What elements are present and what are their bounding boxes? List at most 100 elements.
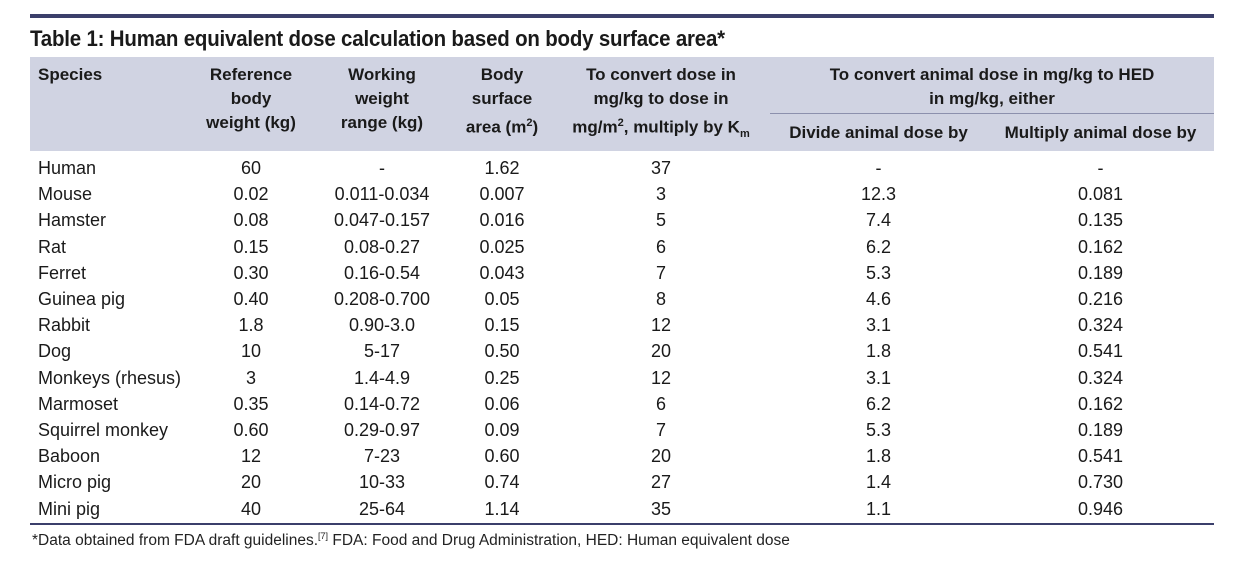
table-row: Rat 0.15 0.08-0.27 0.025 6 6.2 0.162 bbox=[30, 234, 1214, 260]
cell-km: 27 bbox=[650, 472, 672, 493]
bottom-rule bbox=[30, 522, 1214, 525]
table-row: Rabbit 1.8 0.90-3.0 0.15 12 3.1 0.324 bbox=[30, 312, 1214, 338]
cell-body-surface-area: 0.74 bbox=[484, 472, 520, 493]
table-row: Hamster 0.08 0.047-0.157 0.016 5 7.4 0.135 bbox=[30, 207, 1214, 233]
cell-divide: 3.1 bbox=[865, 315, 892, 336]
cell-divide: 5.3 bbox=[865, 419, 892, 440]
cell-reference-weight: 0.40 bbox=[233, 289, 269, 310]
table-row: Dog 10 5-17 0.50 20 1.8 0.541 bbox=[30, 338, 1214, 364]
cell-divide: 1.8 bbox=[865, 446, 892, 467]
cell-km: 5 bbox=[655, 210, 666, 231]
cell-km: 20 bbox=[650, 341, 672, 362]
cell-km: 6 bbox=[655, 393, 666, 414]
cell-working-range: 0.14-0.72 bbox=[343, 393, 421, 414]
cell-working-range: 0.047-0.157 bbox=[333, 210, 431, 231]
top-rule bbox=[30, 14, 1214, 18]
cell-species: Monkeys (rhesus) bbox=[38, 367, 182, 388]
table-body: Human 60 - 1.62 3 7 - - Mouse 0.02 0.011-0.034 0.00… bbox=[30, 151, 1214, 522]
cell-reference-weight: 60 bbox=[240, 158, 262, 179]
table-row: Mini pig 40 25-64 1.14 35 1.1 0.946 bbox=[30, 495, 1214, 521]
cell-reference-weight: 0.60 bbox=[233, 419, 269, 440]
table-row: Human 60 - 1.62 37 - - bbox=[30, 151, 1214, 181]
cell-species: Squirrel monkey bbox=[38, 419, 169, 440]
cell-working-range: 25-64 bbox=[358, 498, 406, 519]
cell-km: 3 bbox=[655, 184, 666, 205]
cell-multiply: - bbox=[1097, 158, 1104, 179]
cell-species: Mouse bbox=[38, 184, 93, 205]
cell-body-surface-area: 0.09 bbox=[484, 419, 520, 440]
table-title: Table 1: Human equivalent dose calculati… bbox=[30, 26, 725, 51]
cell-reference-weight: 10 bbox=[240, 341, 262, 362]
cell-reference-weight: 1.8 bbox=[238, 315, 264, 336]
cell-working-range: - bbox=[379, 158, 385, 179]
cell-reference-weight: 3 bbox=[245, 367, 256, 388]
table-row: Monkeys (rhesus) 3 1.4-4.9 0.25 12 3.1 0.324 bbox=[30, 365, 1214, 391]
cell-reference-weight: 40 bbox=[240, 498, 262, 519]
cell-reference-weight: 0.35 bbox=[233, 393, 269, 414]
cell-species: Ferret bbox=[38, 262, 87, 283]
cell-multiply: 0.541 bbox=[1077, 446, 1124, 467]
cell-divide: 12.3 bbox=[860, 184, 897, 205]
cell-km: 6 bbox=[655, 236, 666, 257]
cell-divide: - bbox=[875, 158, 882, 179]
table-row: Baboon 12 7-23 0.60 20 1.8 0.541 bbox=[30, 443, 1214, 469]
table-row: Ferret 0.30 0.16-0.54 0.043 7 5.3 0.189 bbox=[30, 260, 1214, 286]
cell-divide: 1.1 bbox=[865, 498, 892, 519]
cell-multiply: 0.324 bbox=[1077, 315, 1124, 336]
cell-divide: 4.6 bbox=[865, 289, 892, 310]
cell-body-surface-area: 0.043 bbox=[479, 262, 525, 283]
cell-working-range: 0.208-0.700 bbox=[333, 289, 431, 310]
cell-working-range: 10-33 bbox=[358, 472, 406, 493]
cell-working-range: 1.4-4.9 bbox=[353, 367, 411, 388]
cell-species: Rat bbox=[38, 236, 67, 257]
cell-km: 35 bbox=[650, 498, 672, 519]
header-body-surface-area: Body surface area (m2) bbox=[452, 57, 552, 151]
cell-divide: 6.2 bbox=[865, 236, 892, 257]
cell-multiply: 0.135 bbox=[1077, 210, 1124, 231]
cell-multiply: 0.162 bbox=[1077, 393, 1124, 414]
footnote-reference: [7] bbox=[318, 530, 329, 541]
cell-divide: 5.3 bbox=[865, 262, 892, 283]
cell-divide: 7.4 bbox=[865, 210, 892, 231]
header-reference-weight: Reference body weight (kg) bbox=[190, 57, 312, 151]
cell-multiply: 0.324 bbox=[1077, 367, 1124, 388]
cell-reference-weight: 0.02 bbox=[233, 184, 269, 205]
cell-reference-weight: 0.30 bbox=[233, 262, 269, 283]
cell-body-surface-area: 0.15 bbox=[484, 315, 520, 336]
cell-working-range: 0.011-0.034 bbox=[334, 184, 430, 205]
table-row: Mouse 0.02 0.011-0.034 0.007 3 12.3 0.081 bbox=[30, 181, 1214, 207]
cell-body-surface-area: 0.05 bbox=[484, 289, 520, 310]
cell-species: Human bbox=[38, 158, 97, 179]
cell-reference-weight: 20 bbox=[240, 472, 262, 493]
cell-species: Rabbit bbox=[38, 315, 91, 336]
cell-species: Mini pig bbox=[38, 498, 101, 519]
table-row: Squirrel monkey 0.60 0.29-0.97 0.09 7 5.3 0.18… bbox=[30, 417, 1214, 443]
cell-km: 7 bbox=[655, 419, 666, 440]
cell-species: Dog bbox=[38, 341, 72, 362]
cell-reference-weight: 12 bbox=[240, 446, 262, 467]
cell-divide: 1.4 bbox=[865, 472, 892, 493]
cell-working-range: 0.16-0.54 bbox=[343, 262, 421, 283]
cell-species: Guinea pig bbox=[38, 289, 126, 310]
cell-km: 7 bbox=[655, 262, 666, 283]
cell-body-surface-area: 0.016 bbox=[479, 210, 525, 231]
header-divide: Divide animal dose by bbox=[770, 113, 987, 151]
cell-multiply: 0.216 bbox=[1077, 289, 1124, 310]
cell-reference-weight: 0.08 bbox=[233, 210, 269, 231]
cell-working-range: 0.90-3.0 bbox=[348, 315, 416, 336]
cell-body-surface-area: 0.007 bbox=[479, 184, 525, 205]
header-hed-conversion: To convert animal dose in mg/kg to HED i… bbox=[770, 57, 1214, 114]
cell-species: Hamster bbox=[38, 210, 107, 231]
cell-reference-weight: 0.15 bbox=[233, 236, 269, 257]
cell-body-surface-area: 0.06 bbox=[484, 393, 520, 414]
table-row: Micro pig 20 10-33 0.74 27 1.4 0.730 bbox=[30, 469, 1214, 495]
cell-multiply: 0.189 bbox=[1077, 419, 1124, 440]
cell-multiply: 0.162 bbox=[1077, 236, 1124, 257]
cell-working-range: 0.08-0.27 bbox=[343, 236, 421, 257]
header-km-conversion: To convert dose in mg/kg to dose in mg/m… bbox=[552, 57, 770, 151]
cell-species: Marmoset bbox=[38, 393, 119, 414]
cell-multiply: 0.946 bbox=[1077, 498, 1124, 519]
cell-body-surface-area: 1.62 bbox=[484, 158, 520, 179]
header-multiply: Multiply animal dose by bbox=[987, 113, 1214, 151]
cell-km: 20 bbox=[650, 446, 672, 467]
